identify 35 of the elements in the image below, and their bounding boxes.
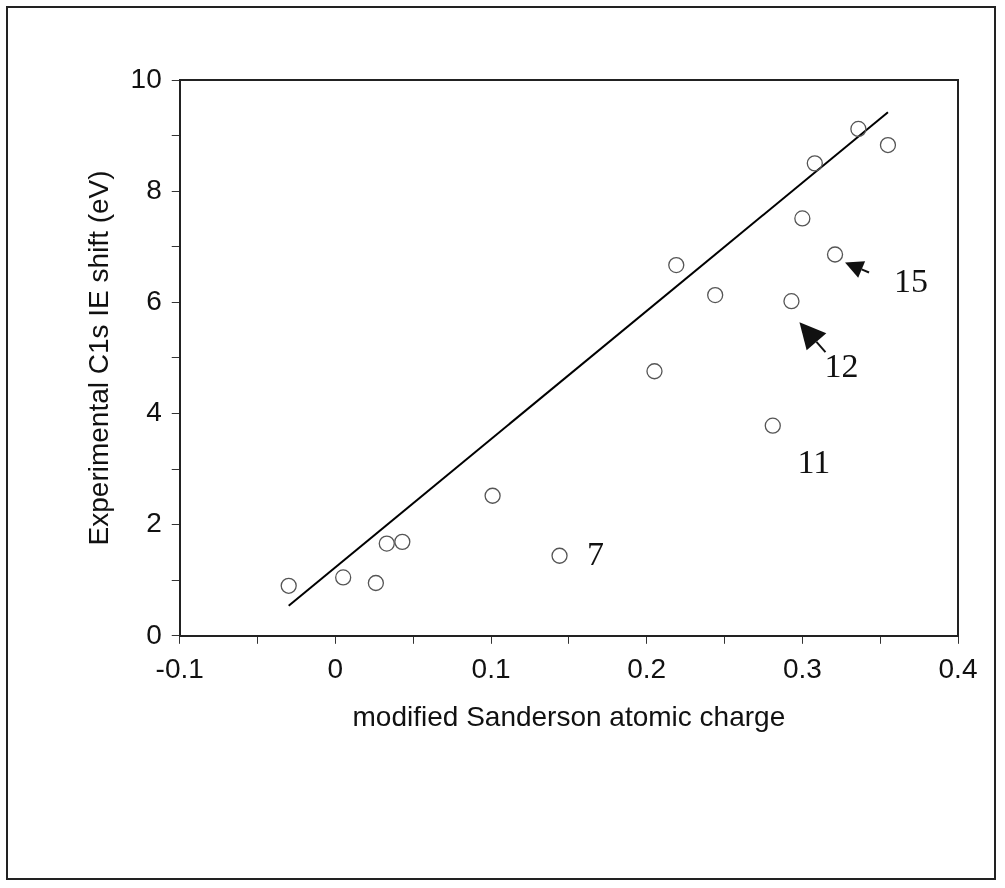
x-tick-label: 0.1: [471, 653, 511, 685]
annotation: 7: [587, 534, 605, 572]
point: [879, 136, 897, 154]
point: [367, 574, 385, 592]
x-tick-label: 0.3: [782, 653, 822, 685]
x-tick-label: 0.2: [627, 653, 667, 685]
point: [707, 286, 724, 304]
y-tick-label: 0: [146, 618, 162, 650]
annotation: 12: [824, 347, 859, 385]
y-tick-label: 2: [146, 507, 162, 539]
point: [551, 547, 568, 564]
annotation: 15: [894, 262, 929, 300]
annotation: 11: [797, 442, 831, 480]
point: [668, 256, 685, 274]
x-axis-title: modified Sanderson atomic charge: [352, 700, 786, 732]
point: [335, 569, 352, 586]
point: [484, 487, 501, 504]
x-tick-label: 0.4: [938, 653, 978, 685]
y-tick-label: 6: [146, 285, 162, 317]
point: [806, 155, 823, 172]
y-axis-title: Experimental C1s IE shift (eV): [82, 170, 114, 546]
point: [850, 120, 867, 138]
x-tick-label: 0: [327, 653, 344, 685]
x-tick-label: -0.1: [155, 653, 204, 685]
point: [646, 363, 663, 380]
point: [394, 533, 411, 551]
y-tick-label: 4: [146, 396, 162, 428]
point: [378, 535, 395, 552]
point: [783, 293, 800, 310]
point: [764, 417, 781, 434]
point: [794, 210, 811, 227]
point: [826, 246, 844, 263]
y-tick-label: 10: [130, 62, 162, 94]
y-tick-label: 8: [146, 173, 162, 205]
point: [280, 577, 297, 594]
